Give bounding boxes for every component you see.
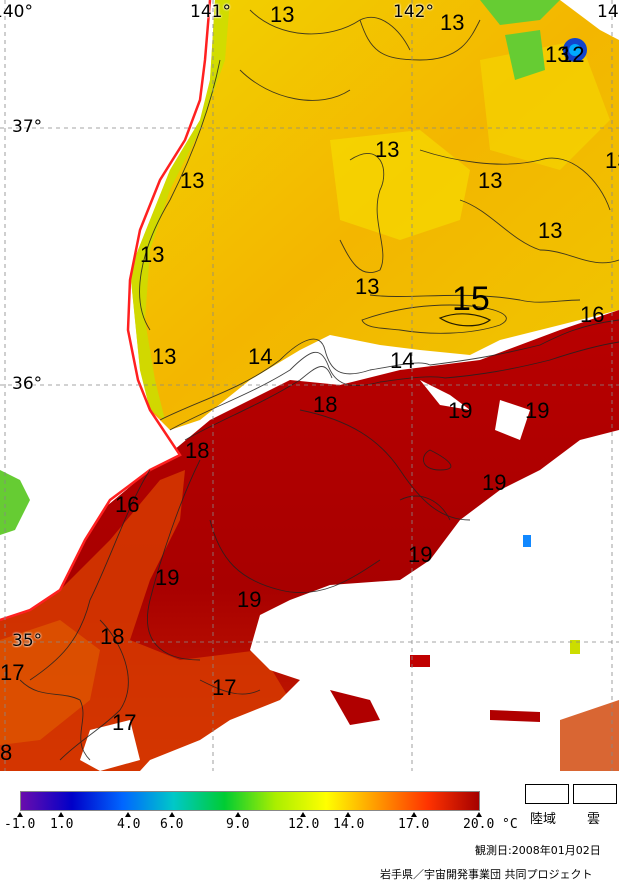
tick-label: 4.0 <box>117 817 141 832</box>
contour-label: 16 <box>115 492 139 517</box>
cloud-swatch <box>573 784 617 804</box>
longitude-label-142: 142° <box>393 2 434 22</box>
contour-label: 18 <box>185 438 209 463</box>
contour-labels: 1313131213131313131313151613141418191918… <box>0 2 619 765</box>
contour-label: 16 <box>580 302 604 327</box>
tick-label: 12.0 <box>288 817 320 832</box>
isotherm-lines <box>19 9 619 761</box>
contour-label: 15 <box>452 280 490 318</box>
contour-label: 19 <box>408 542 432 567</box>
contour-label: 19 <box>525 398 549 423</box>
latitude-label-35: 35° <box>12 631 43 651</box>
longitude-label-143: 14 <box>597 2 619 22</box>
contour-label: 13 <box>140 242 164 267</box>
contour-label: 19 <box>448 398 472 423</box>
tick-label: -1.0 <box>4 817 36 832</box>
contour-label: 13 <box>152 344 176 369</box>
tick-label: 17.0 <box>398 817 430 832</box>
land-swatch <box>525 784 569 804</box>
contour-label: 13 <box>538 218 562 243</box>
cloud-label: 雲 <box>587 812 601 827</box>
contour-label: 13 <box>605 148 619 173</box>
longitude-label-140: 140° <box>0 2 33 22</box>
tick-mark <box>345 812 351 817</box>
tick-mark <box>411 812 417 817</box>
contour-label: 14 <box>248 344 272 369</box>
tick-label: 9.0 <box>226 817 250 832</box>
tick-label: 6.0 <box>160 817 184 832</box>
contour-label: 18 <box>100 624 124 649</box>
contour-label: 18 <box>313 392 337 417</box>
land-label: 陸域 <box>530 812 557 827</box>
tick-mark <box>235 812 241 817</box>
tick-mark <box>169 812 175 817</box>
tick-label: 20.0 <box>463 817 495 832</box>
graticule <box>0 0 619 771</box>
tick-mark <box>17 812 23 817</box>
observation-date: 観測日:2008年01月02日 <box>475 844 601 857</box>
contour-label: 17 <box>0 660 24 685</box>
sst-map: 1313131213131313131313151613141418191918… <box>0 0 619 771</box>
tick-mark <box>476 812 482 817</box>
contour-label: 13 <box>440 10 464 35</box>
tick-mark <box>58 812 64 817</box>
tick-label: 14.0 <box>333 817 365 832</box>
contour-label: 13 <box>478 168 502 193</box>
cloud-region <box>140 430 619 771</box>
contour-label: 12 <box>560 42 584 67</box>
map-graphic: 1313131213131313131313151613141418191918… <box>0 0 619 771</box>
unit-label: °C <box>502 817 518 832</box>
contour-label: 14 <box>390 348 414 373</box>
contour-label: 8 <box>0 740 12 765</box>
contour-label: 13 <box>355 274 379 299</box>
contour-label: 19 <box>237 587 261 612</box>
credit-text: 岩手県／宇宙開発事業団 共同プロジェクト <box>380 868 593 881</box>
latitude-label-37: 37° <box>12 117 43 137</box>
contour-label: 13 <box>180 168 204 193</box>
tick-mark <box>300 812 306 817</box>
contour-label: 13 <box>270 2 294 27</box>
tick-mark <box>125 812 131 817</box>
latitude-label-36: 36° <box>12 374 43 394</box>
legend <box>0 771 619 881</box>
contour-label: 13 <box>545 42 569 67</box>
tick-label: 1.0 <box>50 817 74 832</box>
contour-label: 19 <box>482 470 506 495</box>
longitude-label-141: 141° <box>190 2 231 22</box>
contour-label: 19 <box>155 565 179 590</box>
contour-label: 13 <box>375 137 399 162</box>
contour-label: 17 <box>112 710 136 735</box>
contour-label: 17 <box>212 675 236 700</box>
temperature-colorbar <box>20 791 480 811</box>
